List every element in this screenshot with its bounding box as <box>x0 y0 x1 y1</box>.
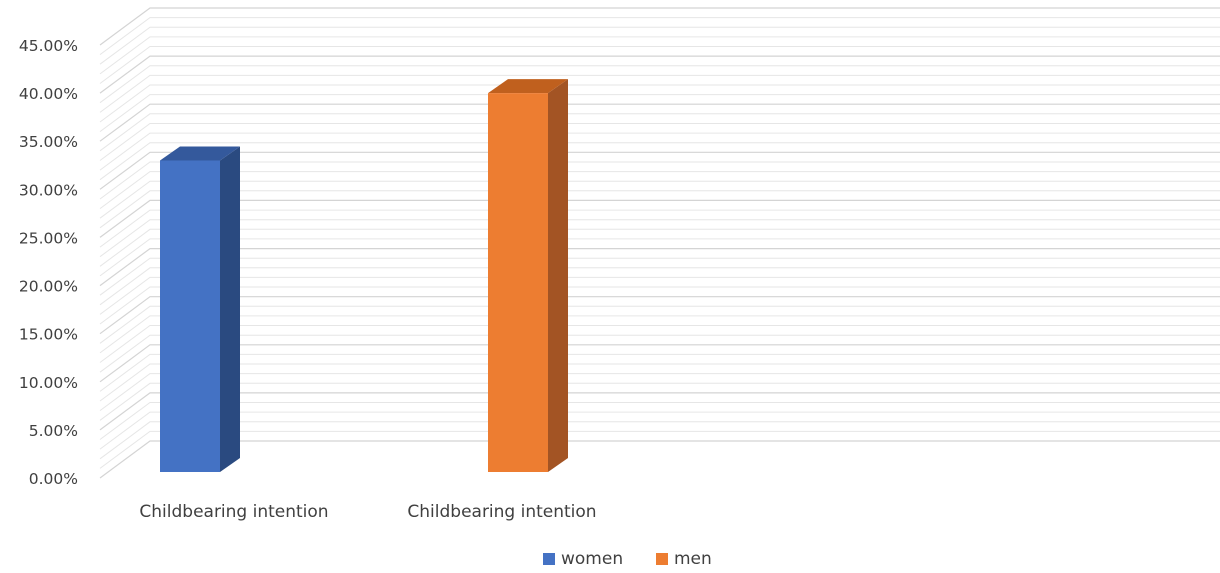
minor-gridline <box>99 171 1220 210</box>
legend-swatch <box>656 553 668 565</box>
minor-gridline <box>99 132 1220 171</box>
y-tick-label: 5.00% <box>29 422 78 440</box>
minor-gridline <box>99 123 1220 161</box>
legend-item-women: women <box>543 549 623 569</box>
minor-gridline <box>99 411 1220 450</box>
y-tick-label: 30.00% <box>19 181 78 199</box>
minor-gridline <box>99 353 1220 392</box>
major-gridline <box>99 296 1220 335</box>
major-gridline <box>99 248 1220 287</box>
major-gridline <box>99 55 1220 94</box>
minor-gridline <box>99 84 1220 123</box>
legend-item-men: men <box>656 549 712 569</box>
minor-gridline <box>99 238 1220 277</box>
minor-gridline <box>99 65 1220 104</box>
minor-gridline <box>99 402 1220 440</box>
minor-gridline <box>99 305 1220 344</box>
bar-men-front <box>488 93 548 472</box>
y-tick-label: 25.00% <box>19 229 78 247</box>
major-gridline <box>99 392 1220 431</box>
legend-swatch <box>543 553 555 565</box>
minor-gridline <box>99 267 1220 306</box>
minor-gridline <box>99 17 1220 56</box>
major-gridline <box>99 7 1220 46</box>
minor-gridline <box>99 286 1220 325</box>
major-gridline <box>99 199 1220 238</box>
minor-gridline <box>99 257 1220 296</box>
bar-men-side <box>548 79 568 472</box>
minor-gridline <box>99 325 1220 363</box>
minor-gridline <box>99 276 1220 315</box>
minor-gridline <box>99 334 1220 373</box>
major-gridline <box>99 103 1220 142</box>
y-axis-ticks: 0.00% 5.00% 10.00% 15.00% 20.00% 25.00% 30.00%… <box>19 37 78 488</box>
bar-women <box>160 146 240 472</box>
minor-gridline <box>99 161 1220 200</box>
gridlines <box>99 7 1220 479</box>
major-gridline <box>99 440 1220 479</box>
y-tick-label: 20.00% <box>19 278 78 296</box>
x-category-label: Childbearing intention <box>139 502 328 522</box>
minor-gridline <box>99 363 1220 402</box>
minor-gridline <box>99 228 1220 267</box>
x-axis-categories: Childbearing intention Childbearing inten… <box>139 502 596 522</box>
bar-women-side <box>220 146 240 472</box>
major-gridline <box>99 151 1220 190</box>
bar-men-top <box>488 79 568 94</box>
minor-gridline <box>99 46 1220 84</box>
x-category-label: Childbearing intention <box>407 502 596 522</box>
legend: women men <box>543 549 712 569</box>
y-tick-label: 0.00% <box>29 470 78 488</box>
bar-women-top <box>160 146 240 161</box>
minor-gridline <box>99 74 1220 113</box>
bar-men <box>488 79 568 472</box>
minor-gridline <box>99 190 1220 229</box>
minor-gridline <box>99 209 1220 248</box>
minor-gridline <box>99 26 1220 65</box>
legend-label: men <box>674 549 712 569</box>
bar-women-front <box>160 160 220 472</box>
minor-gridline <box>99 421 1220 460</box>
minor-gridline <box>99 113 1220 152</box>
minor-gridline <box>99 94 1220 133</box>
minor-gridline <box>99 382 1220 421</box>
y-tick-label: 45.00% <box>19 37 78 55</box>
minor-gridline <box>99 36 1220 75</box>
minor-gridline <box>99 373 1220 412</box>
y-tick-label: 35.00% <box>19 133 78 151</box>
minor-gridline <box>99 142 1220 181</box>
minor-gridline <box>99 315 1220 354</box>
y-tick-label: 10.00% <box>19 374 78 392</box>
minor-gridline <box>99 180 1220 219</box>
legend-label: women <box>561 549 623 569</box>
major-gridline <box>99 344 1220 383</box>
y-tick-label: 40.00% <box>19 85 78 103</box>
minor-gridline <box>99 430 1220 469</box>
y-tick-label: 15.00% <box>19 326 78 344</box>
minor-gridline <box>99 219 1220 258</box>
bars <box>160 79 568 472</box>
